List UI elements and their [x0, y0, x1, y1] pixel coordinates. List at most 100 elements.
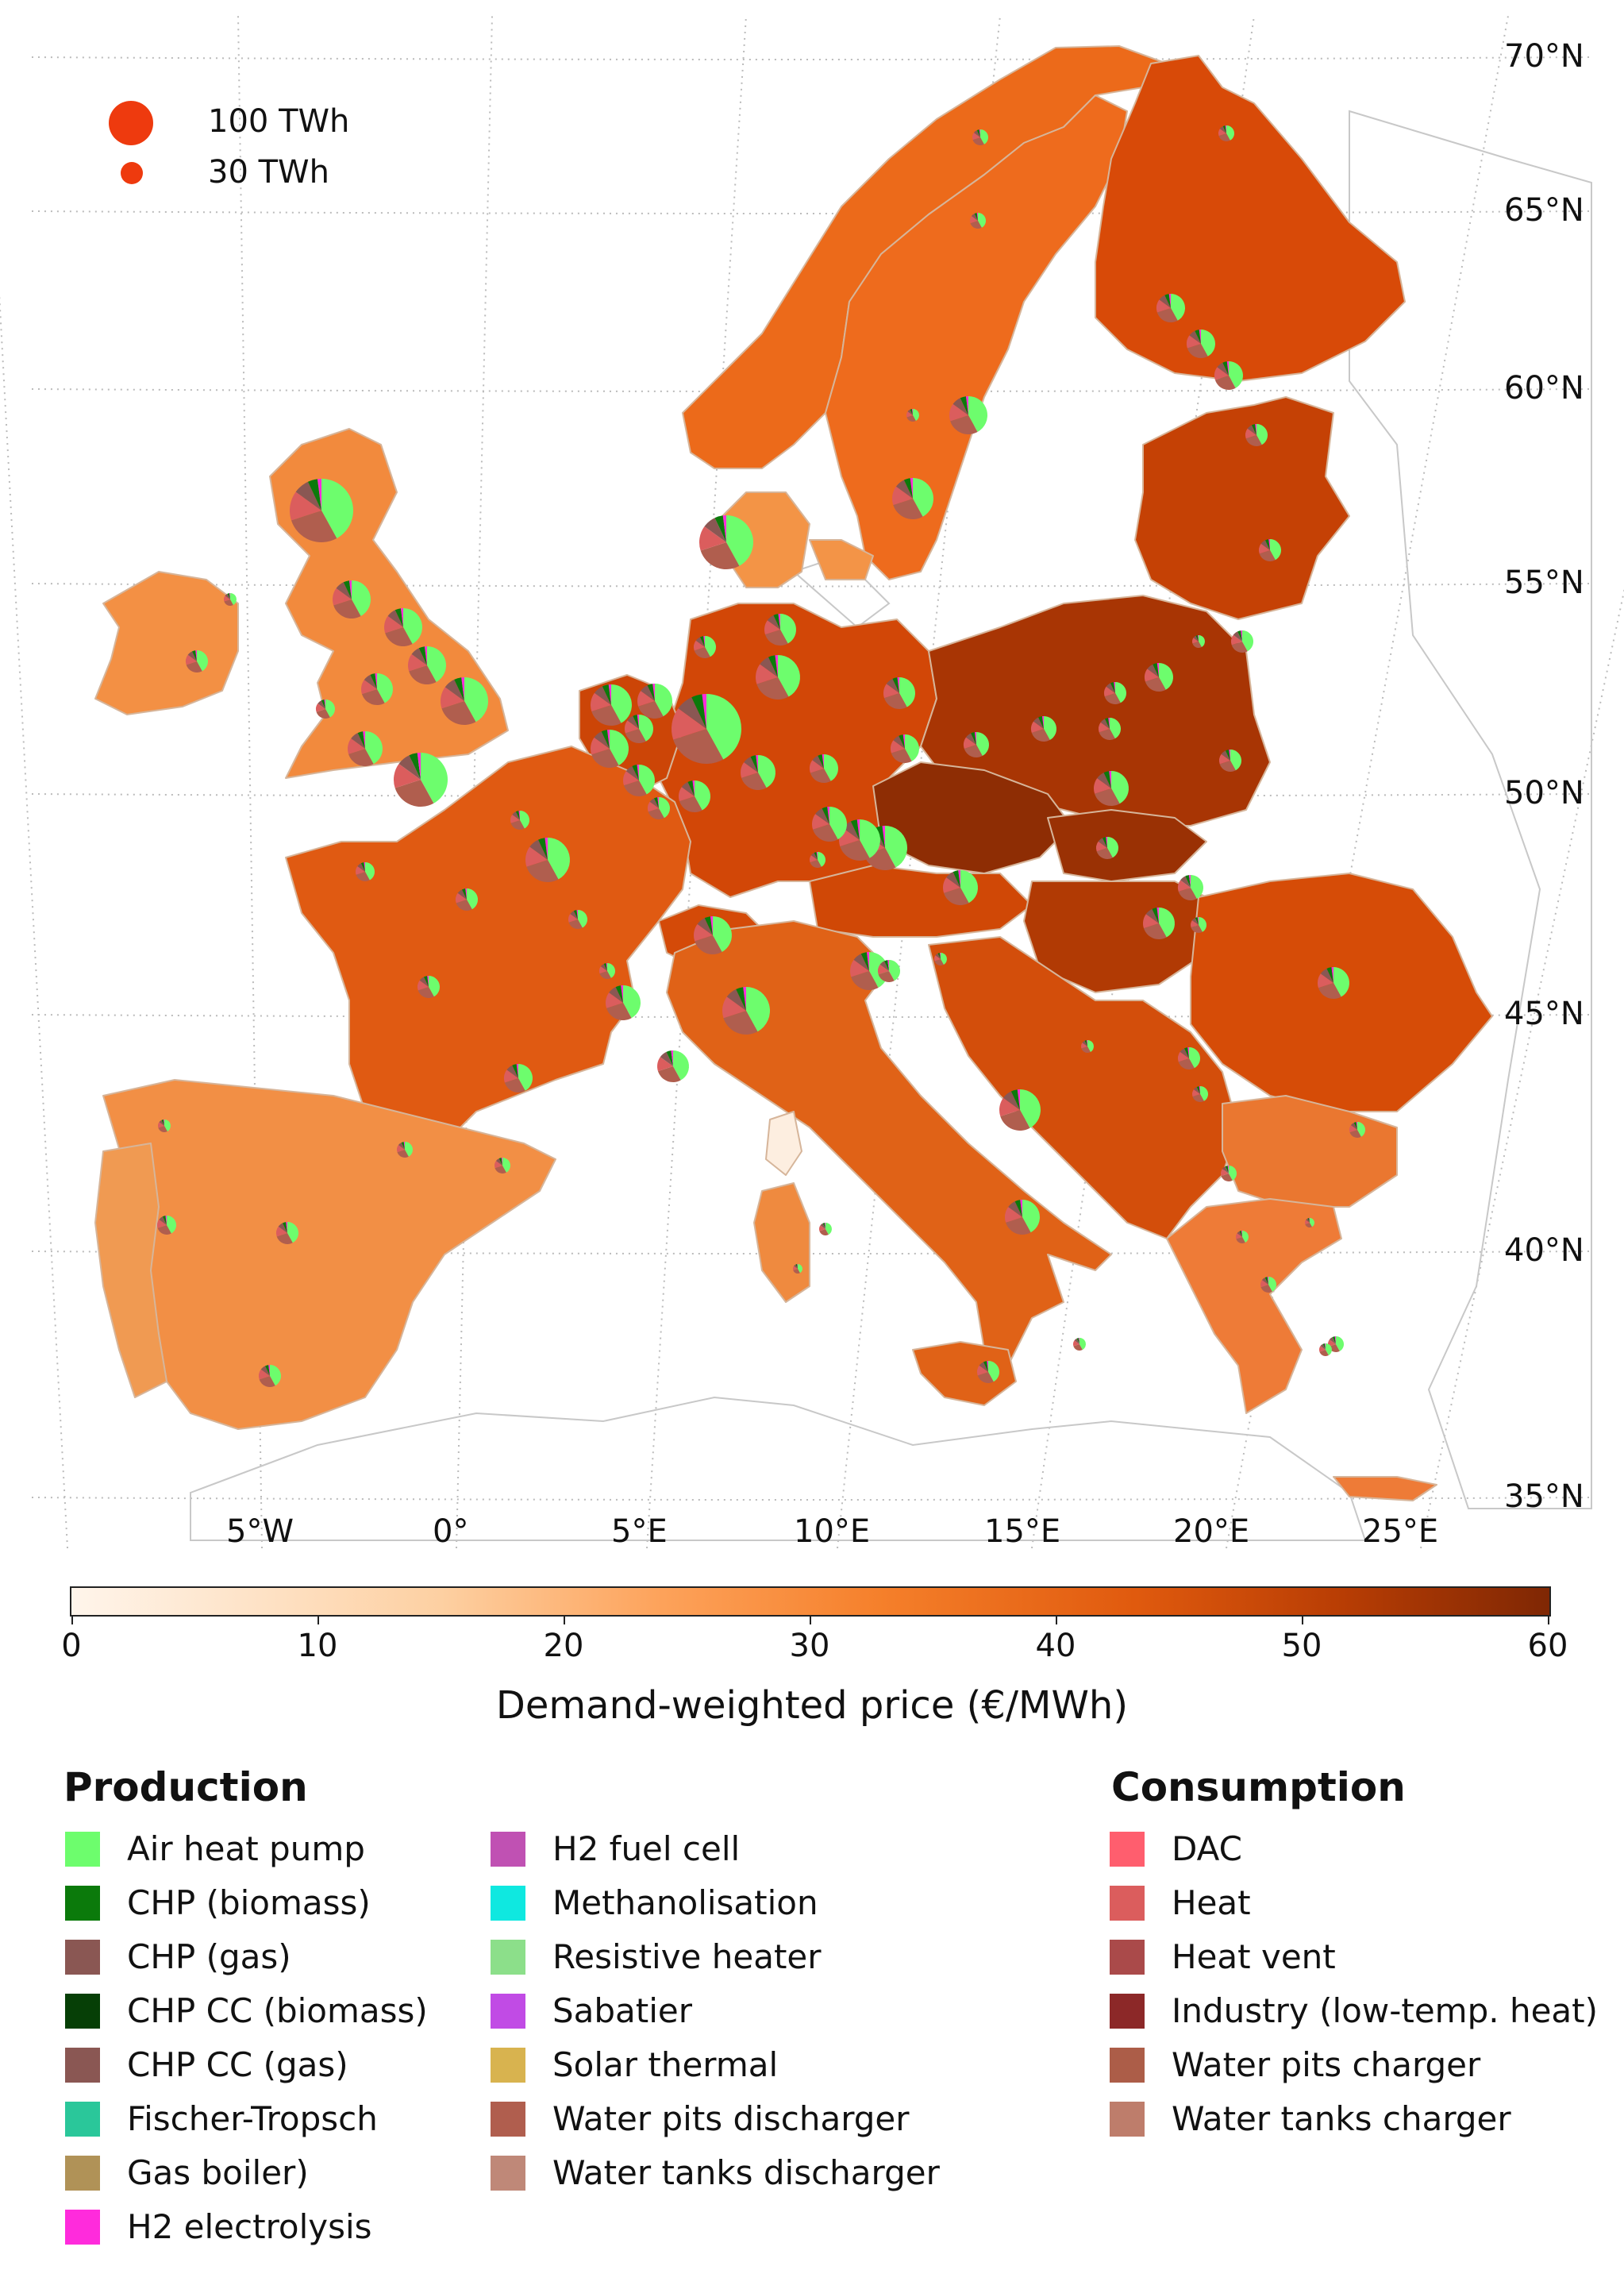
pie-slice: [892, 677, 899, 693]
latitude-label: 40°N: [1504, 1232, 1584, 1269]
pie-slice: [970, 221, 982, 229]
pie-slice: [666, 1050, 673, 1066]
pie-slice: [775, 655, 778, 677]
pie-slice: [224, 595, 230, 602]
pie-slice: [317, 479, 321, 511]
pie-slice: [1200, 1086, 1208, 1101]
pie-slice: [1191, 875, 1203, 900]
region-ireland: [94, 571, 239, 715]
pie-slice: [906, 415, 916, 422]
pie-slice: [351, 733, 365, 749]
pie-slice: [548, 838, 571, 880]
pie-slice: [703, 636, 705, 647]
pie-slice: [638, 701, 664, 719]
pie-slice: [526, 860, 559, 882]
pie-slice: [609, 987, 623, 1003]
pie-slice: [1227, 1166, 1229, 1173]
pie-slice: [798, 1264, 802, 1274]
pie-slice: [850, 819, 860, 840]
pie-slice: [1265, 539, 1270, 550]
pie-slice: [691, 694, 706, 729]
pie-slice: [591, 705, 622, 726]
pie-slice: [773, 614, 780, 630]
pie-slice: [810, 769, 831, 783]
pie-slice: [321, 479, 354, 539]
pie-slice: [1230, 749, 1242, 771]
region-baltics: [1134, 396, 1350, 620]
pie-slice: [1260, 540, 1270, 550]
pie-slice: [1217, 362, 1229, 376]
pie-slice: [377, 673, 393, 703]
pie-slice: [606, 730, 610, 749]
pie-slice: [1185, 875, 1191, 888]
pie-slice: [657, 1057, 673, 1072]
pie-slice: [1178, 888, 1197, 900]
pie-slice: [427, 976, 429, 987]
pie-slice: [1095, 788, 1120, 806]
pie-slice: [316, 703, 325, 712]
colorbar-gradient: [70, 1586, 1551, 1617]
pie-slice: [960, 870, 978, 904]
pie-slice: [164, 1120, 171, 1132]
pie-slice: [671, 1050, 673, 1066]
production-legend-item: CHP (gas): [65, 1937, 291, 1976]
pie-slice: [1214, 367, 1229, 380]
pie-slice: [1074, 1338, 1079, 1344]
pie-slice: [1104, 693, 1121, 704]
colorbar-tick-mark: [1056, 1615, 1057, 1624]
pie-slice: [963, 737, 976, 749]
pie-slice: [694, 923, 713, 942]
pie-slice: [197, 650, 209, 672]
legend-swatch: [65, 2155, 100, 2191]
pie-slice: [1305, 1220, 1310, 1224]
pie-slice: [602, 684, 611, 705]
pie-slice: [899, 734, 905, 749]
pie-slice: [510, 820, 525, 830]
pie-slice: [949, 403, 968, 422]
pie-slice: [504, 1078, 525, 1093]
pie-slice: [813, 824, 838, 842]
pie-slice: [364, 674, 377, 689]
pie-slice: [1221, 750, 1230, 761]
pie-slice: [387, 610, 403, 627]
pie-slice: [396, 1145, 405, 1153]
pie-slice: [906, 411, 913, 418]
pie-slice: [767, 615, 780, 630]
legend-label: Resistive heater: [552, 1937, 822, 1976]
pie-slice: [889, 960, 900, 981]
pie-slice: [822, 754, 824, 769]
pie-slice: [960, 396, 968, 415]
pie-slice: [818, 852, 825, 867]
pie-slice: [573, 910, 578, 919]
pie-slice: [1111, 771, 1129, 804]
pie-slice: [1192, 638, 1199, 644]
legend-label: Methanolisation: [552, 1883, 818, 1922]
pie-slice: [695, 637, 705, 647]
pie-slice: [1322, 1343, 1326, 1350]
legend-swatch: [65, 1831, 100, 1867]
pie-slice: [1168, 294, 1171, 308]
pie-slice: [1268, 1277, 1276, 1292]
pie-slice: [883, 684, 899, 699]
pie-slice: [987, 1361, 988, 1372]
colorbar-tick-label: 40: [1035, 1628, 1076, 1664]
pie-slice: [976, 213, 978, 221]
colorbar-tick-mark: [1548, 1615, 1549, 1624]
pie-slice: [976, 1365, 988, 1376]
pie-slice: [899, 677, 915, 707]
pie-slice: [1261, 1277, 1268, 1285]
pie-slice: [1082, 1040, 1087, 1046]
pie-slice: [895, 480, 913, 499]
pie-slice: [461, 677, 464, 701]
pie-slice: [726, 515, 753, 566]
pie-slice: [1242, 1231, 1249, 1243]
pie-slice: [627, 715, 639, 729]
pie-slice: [1106, 683, 1115, 693]
pie-slice: [515, 811, 520, 820]
pie-slice: [1033, 717, 1044, 729]
pie-slice: [764, 630, 788, 646]
pie-slice: [1156, 663, 1159, 677]
pie-slice: [394, 780, 434, 807]
pie-slice: [568, 919, 583, 929]
legend-label: H2 fuel cell: [552, 1829, 741, 1868]
